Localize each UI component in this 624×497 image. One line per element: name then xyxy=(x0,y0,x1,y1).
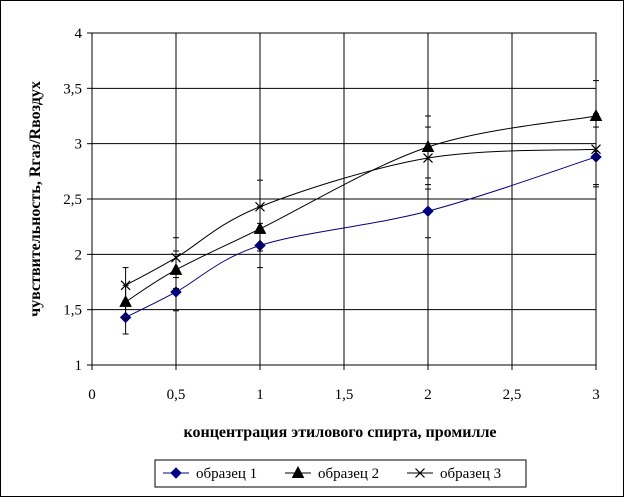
legend-box xyxy=(154,459,527,488)
data-point xyxy=(120,280,131,291)
data-point xyxy=(170,286,182,298)
y-tick-label: 1 xyxy=(75,358,83,374)
legend-marker xyxy=(291,465,305,478)
data-point xyxy=(423,153,433,163)
legend-item-2: образец 2 xyxy=(285,465,379,482)
y-tick-label: 3,5 xyxy=(63,81,82,97)
x-tick-label: 1,5 xyxy=(335,387,354,403)
data-point xyxy=(591,144,601,155)
y-tick-label: 1,5 xyxy=(63,303,82,319)
x-tick-label: 1 xyxy=(256,387,264,403)
x-marker-stroke xyxy=(423,153,433,163)
data-point xyxy=(422,205,434,217)
x-marker-stroke xyxy=(120,280,131,291)
x-tick-label: 0,5 xyxy=(167,387,186,403)
data-point xyxy=(255,201,265,212)
x-marker-stroke xyxy=(171,252,181,263)
x-tick-label: 3 xyxy=(592,387,600,403)
x-marker-stroke xyxy=(415,468,425,478)
y-tick-label: 3 xyxy=(75,137,83,153)
x-marker-stroke xyxy=(591,144,601,155)
y-tick-label: 2,5 xyxy=(63,192,82,208)
legend-marker xyxy=(415,468,425,478)
legend-item-3: образец 3 xyxy=(407,466,501,482)
x-tick-label: 0 xyxy=(88,387,96,403)
legend-label: образец 3 xyxy=(440,466,501,482)
data-point xyxy=(171,252,181,263)
legend-marker xyxy=(170,467,182,479)
legend-label: образец 2 xyxy=(318,466,379,482)
legend: образец 1 образец 2 образец 3 xyxy=(154,459,527,488)
y-tick-label: 4 xyxy=(75,26,83,42)
tick-labels: 1 1,5 2 2,5 3 3,5 4 0 0,5 1 1,5 2 2,5 3 xyxy=(63,26,600,403)
x-tick-label: 2,5 xyxy=(503,387,522,403)
y-axis-title: чувствительность, Rгаз/Rвоздух xyxy=(27,81,44,317)
y-tick-label: 2 xyxy=(75,247,83,263)
legend-item-1: образец 1 xyxy=(163,466,257,482)
grid xyxy=(87,32,597,370)
series xyxy=(119,80,603,335)
series-3 xyxy=(120,113,601,304)
legend-label: образец 1 xyxy=(196,466,257,482)
x-marker-stroke xyxy=(255,201,265,212)
x-axis-title: концентрация этилового спирта, промилле xyxy=(183,424,496,441)
x-tick-label: 2 xyxy=(424,387,432,403)
